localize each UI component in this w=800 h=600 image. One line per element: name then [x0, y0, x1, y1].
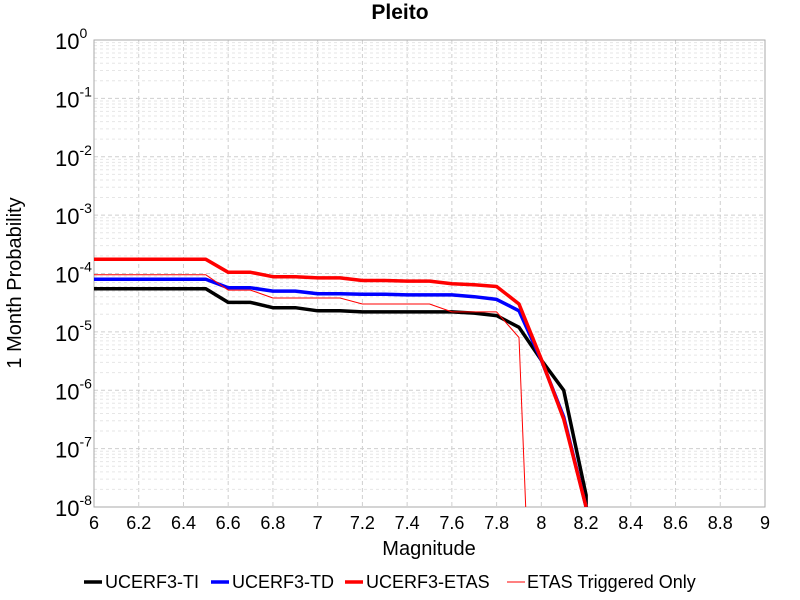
plot-grid [93, 40, 766, 508]
chart-title: Pleito [371, 1, 428, 24]
y-tick-label: 10-8 [55, 492, 92, 521]
y-tick-labels: 100 10-1 10-2 10-3 10-4 10-5 10-6 10-7 10-8 [55, 25, 92, 521]
x-tick-labels: 6 6.2 6.4 6.6 6.8 7 7.2 7.4 7.6 7.8 8 8.2 8.4 8.6 8.8 9 [89, 513, 770, 533]
legend-label: UCERF3-TI [105, 572, 199, 592]
y-tick-label: 10-6 [55, 375, 92, 404]
legend: UCERF3-TI UCERF3-TD UCERF3-ETAS ETAS Trigge… [84, 572, 696, 592]
x-tick-label: 8.4 [618, 513, 643, 533]
x-tick-label: 7.6 [439, 513, 464, 533]
plot-area [93, 39, 766, 508]
x-tick-label: 7.4 [395, 513, 420, 533]
y-tick-label: 10-3 [55, 200, 92, 229]
x-tick-label: 6.2 [126, 513, 151, 533]
legend-label: UCERF3-TD [232, 572, 334, 592]
x-tick-label: 6.4 [171, 513, 196, 533]
legend-label: UCERF3-ETAS [366, 572, 490, 592]
y-tick-label: 100 [55, 25, 87, 54]
y-axis-label: 1 Month Probability [4, 197, 26, 368]
x-axis-label: Magnitude [382, 538, 475, 560]
y-tick-label: 10-4 [55, 259, 92, 288]
x-tick-label: 6 [89, 513, 99, 533]
y-tick-label: 10-1 [55, 83, 92, 112]
x-tick-label: 8.6 [663, 513, 688, 533]
y-tick-label: 10-2 [55, 142, 92, 171]
x-tick-label: 7 [313, 513, 323, 533]
series-line-ucerf3-td [94, 277, 588, 507]
x-tick-label: 7.8 [484, 513, 509, 533]
y-tick-label: 10-7 [55, 434, 92, 463]
x-tick-label: 8.8 [708, 513, 733, 533]
series-layer [94, 257, 588, 507]
x-tick-label: 8 [536, 513, 546, 533]
x-tick-label: 8.2 [574, 513, 599, 533]
legend-label: ETAS Triggered Only [527, 572, 696, 592]
series-line-etas-triggered-only [94, 274, 527, 507]
x-tick-label: 6.6 [216, 513, 241, 533]
x-tick-label: 9 [760, 513, 770, 533]
series-line-ucerf3-etas [94, 257, 588, 507]
x-tick-label: 6.8 [260, 513, 285, 533]
x-tick-label: 7.2 [350, 513, 375, 533]
y-tick-label: 10-5 [55, 317, 92, 346]
